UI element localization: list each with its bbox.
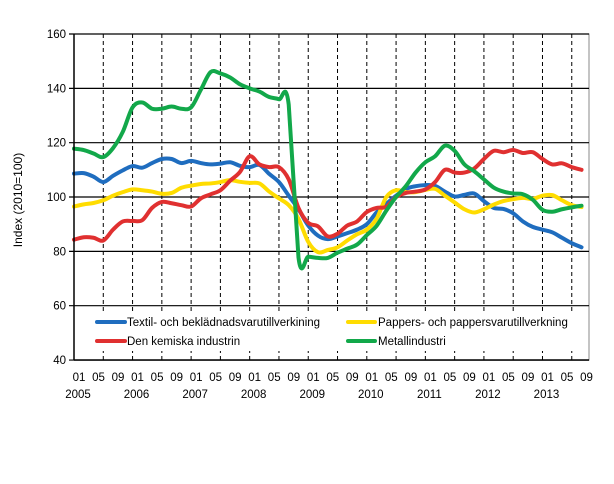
x-year-label: 2005: [65, 389, 91, 401]
x-tick-label: 01: [365, 372, 378, 384]
y-tick-label: 60: [53, 301, 66, 313]
y-tick-label: 160: [47, 29, 66, 41]
x-tick-label: 05: [151, 372, 164, 384]
x-tick-label: 09: [170, 372, 183, 384]
x-tick-label: 01: [483, 372, 496, 384]
x-year-label: 2010: [358, 389, 384, 401]
legend-label-paper: Pappers- och pappersvarutillverkning: [378, 317, 568, 329]
x-tick-label: 05: [326, 372, 339, 384]
x-tick-label: 09: [404, 372, 417, 384]
legend-background: [82, 311, 584, 351]
legend-label-metal: Metallindustri: [378, 336, 446, 348]
x-tick-label: 01: [424, 372, 437, 384]
x-tick-label: 01: [307, 372, 320, 384]
series-line-3: [72, 68, 584, 271]
x-tick-label: 01: [541, 372, 554, 384]
x-tick-label: 09: [229, 372, 242, 384]
x-tick-label: 05: [561, 372, 574, 384]
x-year-label: 2008: [241, 389, 267, 401]
y-tick-label: 100: [47, 192, 66, 204]
x-year-label: 2007: [182, 389, 208, 401]
series-line-0: [72, 156, 584, 250]
y-axis-label: Index (2010=100): [11, 153, 25, 247]
legend-label-textile: Textil- och beklädnadsvarutillverkining: [127, 317, 320, 329]
series-line-1: [72, 178, 584, 255]
legend: Textil- och beklädnadsvarutillverkining …: [82, 311, 584, 351]
x-tick-label: 01: [248, 372, 261, 384]
x-tick-label: 09: [346, 372, 359, 384]
x-year-label: 2009: [299, 389, 325, 401]
x-tick-label: 09: [287, 372, 300, 384]
x-tick-label: 09: [522, 372, 535, 384]
x-year-label: 2011: [417, 389, 442, 401]
x-year-label: 2013: [534, 389, 560, 401]
series-line-2: [72, 148, 584, 243]
x-tick-label: 01: [190, 372, 203, 384]
y-tick-label: 140: [47, 83, 66, 95]
y-tick-label: 40: [53, 355, 66, 367]
x-tick-label: 05: [443, 372, 456, 384]
y-tick-label: 80: [53, 246, 66, 258]
x-tick-label: 09: [463, 372, 476, 384]
x-tick-label: 01: [131, 372, 144, 384]
x-tick-label: 05: [92, 372, 105, 384]
x-tick-label: 01: [73, 372, 86, 384]
y-tick-label: 120: [47, 138, 66, 150]
x-tick-label: 09: [112, 372, 125, 384]
x-year-label: 2006: [124, 389, 150, 401]
x-tick-label: 05: [209, 372, 222, 384]
legend-label-chemical: Den kemiska industrin: [127, 336, 240, 348]
axes: 40 60 80 100 120 140 160 01 05 09 2005 01 05 09 2006 01…: [47, 29, 593, 401]
series-lines: [72, 68, 584, 271]
x-year-label: 2012: [475, 389, 501, 401]
x-tick-label: 05: [385, 372, 398, 384]
x-tick-label: 05: [268, 372, 281, 384]
x-tick-label: 05: [502, 372, 515, 384]
x-tick-label: 09: [580, 372, 593, 384]
